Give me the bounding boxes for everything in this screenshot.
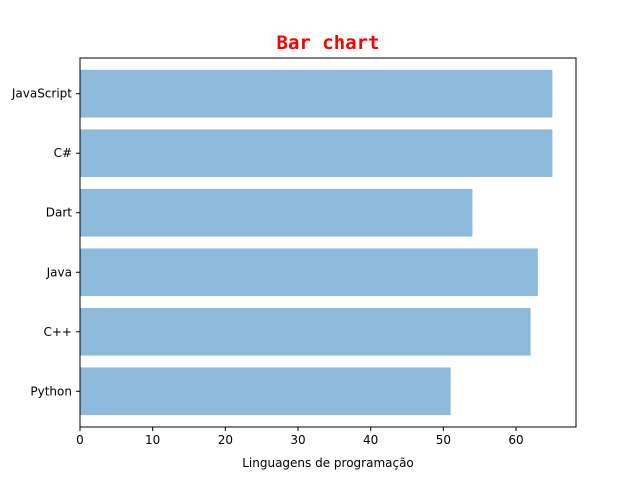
bar-python — [80, 367, 451, 416]
bar-dart — [80, 188, 473, 237]
x-tick-label: 50 — [436, 433, 451, 447]
bars-group — [80, 69, 553, 416]
x-axis-label: Linguagens de programação — [242, 456, 414, 470]
y-tick-label: JavaScript — [11, 87, 72, 101]
y-tick-label: C# — [54, 146, 72, 160]
bar-java — [80, 248, 538, 297]
x-tick-label: 30 — [290, 433, 305, 447]
y-tick-label: Java — [46, 265, 72, 279]
bar-c- — [80, 307, 531, 356]
x-axis-ticks: 0 10 20 30 40 50 60 — [76, 427, 524, 447]
x-tick-label: 40 — [363, 433, 378, 447]
x-tick-label: 60 — [508, 433, 523, 447]
y-tick-label: C++ — [44, 325, 73, 339]
x-tick-label: 0 — [76, 433, 84, 447]
chart-title: Bar chart — [277, 32, 380, 54]
axes-frame — [79, 57, 577, 428]
y-tick-label: Dart — [46, 206, 73, 220]
x-tick-label: 20 — [218, 433, 233, 447]
x-tick-label: 10 — [145, 433, 160, 447]
y-tick-label: Python — [30, 384, 72, 398]
bar-c- — [80, 129, 553, 178]
y-axis-ticks: Python C++ Java Dart C# JavaScript — [11, 87, 80, 398]
bar-javascript — [80, 69, 553, 118]
